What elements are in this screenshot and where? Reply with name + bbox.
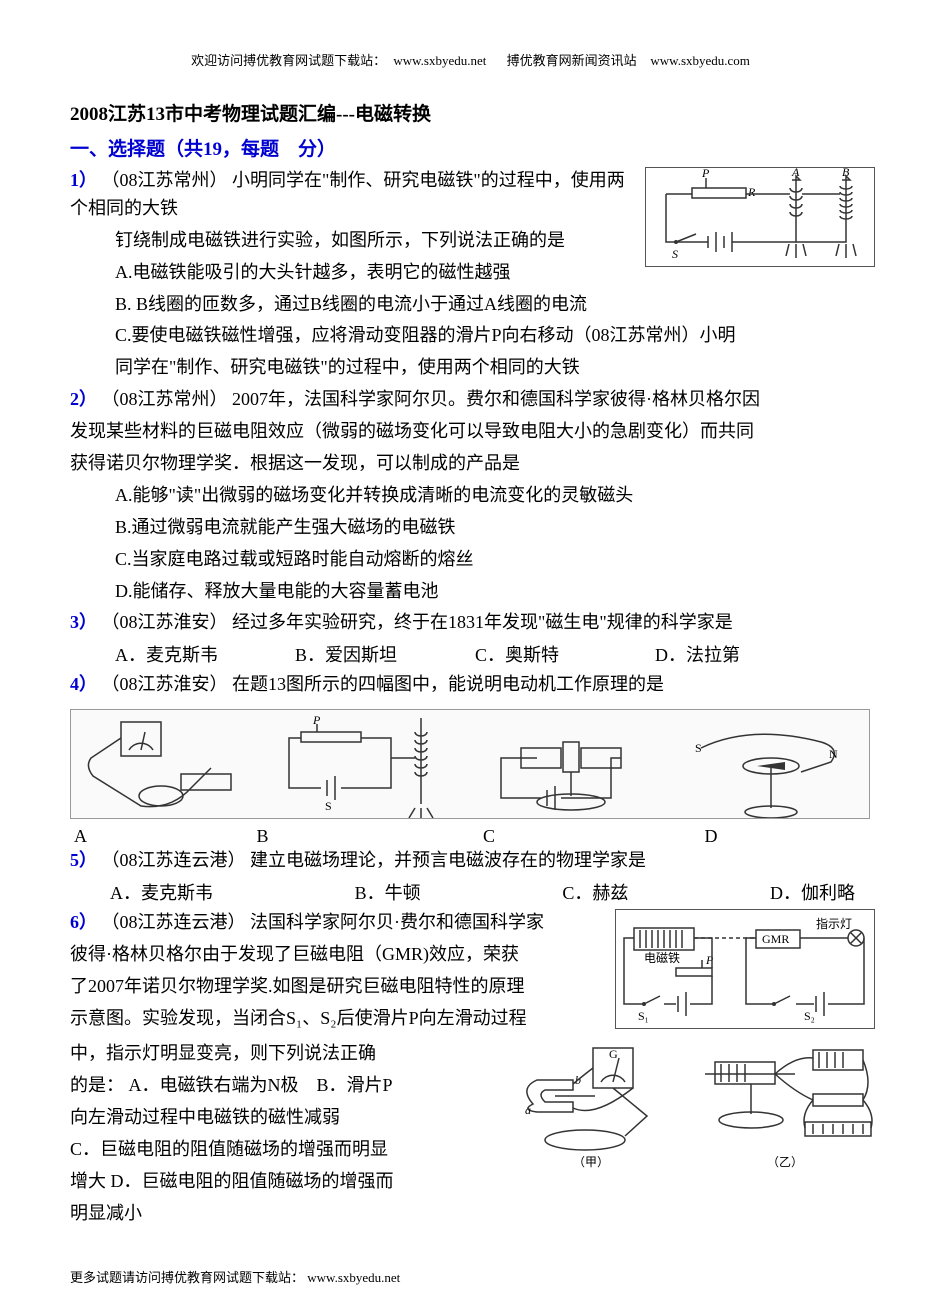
q4: 4） （08江苏淮安） 在题13图所示的四幅图中，能说明电动机工作原理的是: [70, 671, 875, 699]
q6-option-a: A．电磁铁右端为N极: [129, 1075, 299, 1095]
q5-source: （08江苏连云港）: [102, 850, 246, 870]
q3-option-d: D．法拉第: [655, 641, 775, 667]
footer-url[interactable]: www.sxbyedu.net: [307, 1270, 400, 1285]
q6-source: （08江苏连云港）: [102, 912, 246, 932]
q5: 5） （08江苏连云港） 建立电磁场理论，并预言电磁波存在的物理学家是: [70, 847, 875, 875]
document-title: 2008江苏13市中考物理试题汇编---电磁转换: [70, 99, 875, 126]
q3-option-c: C．奥斯特: [475, 641, 595, 667]
svg-text:S: S: [672, 247, 678, 261]
q2-number: 2）: [70, 389, 97, 409]
q6-label-lamp: 指示灯: [816, 916, 852, 931]
svg-text:B: B: [842, 167, 850, 179]
q4-figure: P S: [70, 709, 875, 824]
header-welcome: 欢迎访问搏优教育网试题下载站：: [191, 53, 386, 68]
footer-text: 更多试题请访问搏优教育网试题下载站：: [70, 1270, 304, 1285]
footer: 更多试题请访问搏优教育网试题下载站： www.sxbyedu.net: [70, 1267, 875, 1286]
q2: 2） （08江苏常州） 2007年，法国科学家阿尔贝。费尔和德国科学家彼得·格林…: [70, 386, 875, 414]
svg-text:S: S: [695, 741, 702, 755]
svg-text:a: a: [525, 1103, 531, 1117]
q6-label-gmr: GMR: [762, 932, 789, 946]
q3-stem: 经过多年实验研究，终于在1831年发现"磁生电"规律的科学家是: [232, 612, 733, 632]
q5-option-d: D．伽利略: [770, 879, 855, 905]
q2-stem-b: 发现某些材料的巨磁电阻效应（微弱的磁场变化可以导致电阻大小的急剧变化）而共同: [70, 418, 875, 446]
q3-number: 3）: [70, 612, 97, 632]
q1-source: （08江苏常州）: [102, 170, 228, 190]
q6-label-right: （乙）: [767, 1155, 803, 1169]
q2-stem-a: 2007年，法国科学家阿尔贝。费尔和德国科学家彼得·格林贝格尔因: [232, 389, 760, 409]
svg-text:R: R: [747, 185, 756, 199]
svg-text:G: G: [609, 1047, 618, 1061]
q4-letter-c: C: [483, 826, 495, 847]
svg-text:S: S: [325, 799, 332, 813]
q1-option-c-a: C.要使电磁铁磁性增强，应将滑动变阻器的滑片P向右移动（08江苏常州）小明: [70, 322, 875, 350]
header-url1[interactable]: www.sxbyedu.net: [393, 53, 486, 68]
q6-figure-2: G b a （甲）: [515, 1044, 875, 1179]
q6-label-s1: S₁: [638, 1009, 649, 1023]
q6-number: 6）: [70, 912, 97, 932]
header-links: 欢迎访问搏优教育网试题下载站： www.sxbyedu.net 搏优教育网新闻资…: [70, 50, 875, 69]
q6-stem-a: 法国科学家阿尔贝·费尔和德国科学家: [250, 912, 544, 932]
q6-option-c2: 增大: [70, 1171, 106, 1191]
q5-option-a: A．麦克斯韦: [110, 879, 213, 905]
q6-option-d: D．巨磁电阻的阻值随磁场的增强而: [111, 1171, 394, 1191]
q2-source: （08江苏常州）: [102, 389, 228, 409]
header-url2[interactable]: www.sxbyedu.com: [650, 53, 750, 68]
q6-option-d2: 明显减小: [70, 1200, 875, 1228]
q1-option-b: B. B线圈的匝数多，通过B线圈的电流小于通过A线圈的电流: [70, 291, 875, 319]
q6-stem-f: 的是：: [70, 1075, 124, 1095]
q6-label-s2: S₂: [804, 1009, 815, 1023]
q3-options: A．麦克斯韦 B．爱因斯坦 C．奥斯特 D．法拉第: [70, 641, 875, 667]
q2-option-a: A.能够"读"出微弱的磁场变化并转换成清晰的电流变化的灵敏磁头: [70, 482, 875, 510]
q2-stem-c: 获得诺贝尔物理学奖．根据这一发现，可以制成的产品是: [70, 450, 875, 478]
q3-option-b: B．爱因斯坦: [295, 641, 415, 667]
q6-figure-1: 电磁铁 S₁ P GMR 指示灯: [615, 909, 875, 1034]
q6-label-em: 电磁铁: [644, 950, 680, 965]
q5-option-b: B．牛顿: [355, 879, 421, 905]
q4-letter-a: A: [74, 826, 87, 847]
q3-option-a: A．麦克斯韦: [115, 641, 235, 667]
q3-source: （08江苏淮安）: [102, 612, 228, 632]
q5-stem: 建立电磁场理论，并预言电磁波存在的物理学家是: [250, 850, 646, 870]
q1-option-c-b: 同学在"制作、研究电磁铁"的过程中，使用两个相同的大铁: [70, 354, 875, 382]
q5-option-c: C．赫兹: [562, 879, 628, 905]
q2-option-d: D.能储存、释放大量电能的大容量蓄电池: [70, 578, 875, 606]
section-1-heading: 一、选择题（共19，每题 分）: [70, 134, 875, 161]
q6-label-left: （甲）: [573, 1155, 609, 1169]
svg-text:P: P: [701, 167, 710, 180]
q3: 3） （08江苏淮安） 经过多年实验研究，终于在1831年发现"磁生电"规律的科…: [70, 609, 875, 637]
q2-option-c: C.当家庭电路过载或短路时能自动熔断的熔丝: [70, 546, 875, 574]
q4-stem: 在题13图所示的四幅图中，能说明电动机工作原理的是: [232, 674, 664, 694]
q1-number: 1）: [70, 170, 97, 190]
page: 欢迎访问搏优教育网试题下载站： www.sxbyedu.net 搏优教育网新闻资…: [0, 0, 945, 1316]
q2-option-b: B.通过微弱电流就能产生强大磁场的电磁铁: [70, 514, 875, 542]
q4-source: （08江苏淮安）: [102, 674, 228, 694]
q4-letter-b: B: [257, 826, 269, 847]
q5-options: A．麦克斯韦 B．牛顿 C．赫兹 D．伽利略: [70, 879, 875, 905]
svg-text:P: P: [312, 713, 321, 727]
q1-figure: P R A B S: [645, 167, 875, 272]
q4-letter-d: D: [705, 826, 718, 847]
svg-text:N: N: [829, 747, 838, 761]
q6-option-b: B．滑片P: [317, 1075, 393, 1095]
q4-option-letters: A B C D: [70, 826, 875, 847]
q5-number: 5）: [70, 850, 97, 870]
svg-text:A: A: [791, 167, 800, 179]
q4-number: 4）: [70, 674, 97, 694]
header-mid: 搏优教育网新闻资讯站: [507, 53, 637, 68]
